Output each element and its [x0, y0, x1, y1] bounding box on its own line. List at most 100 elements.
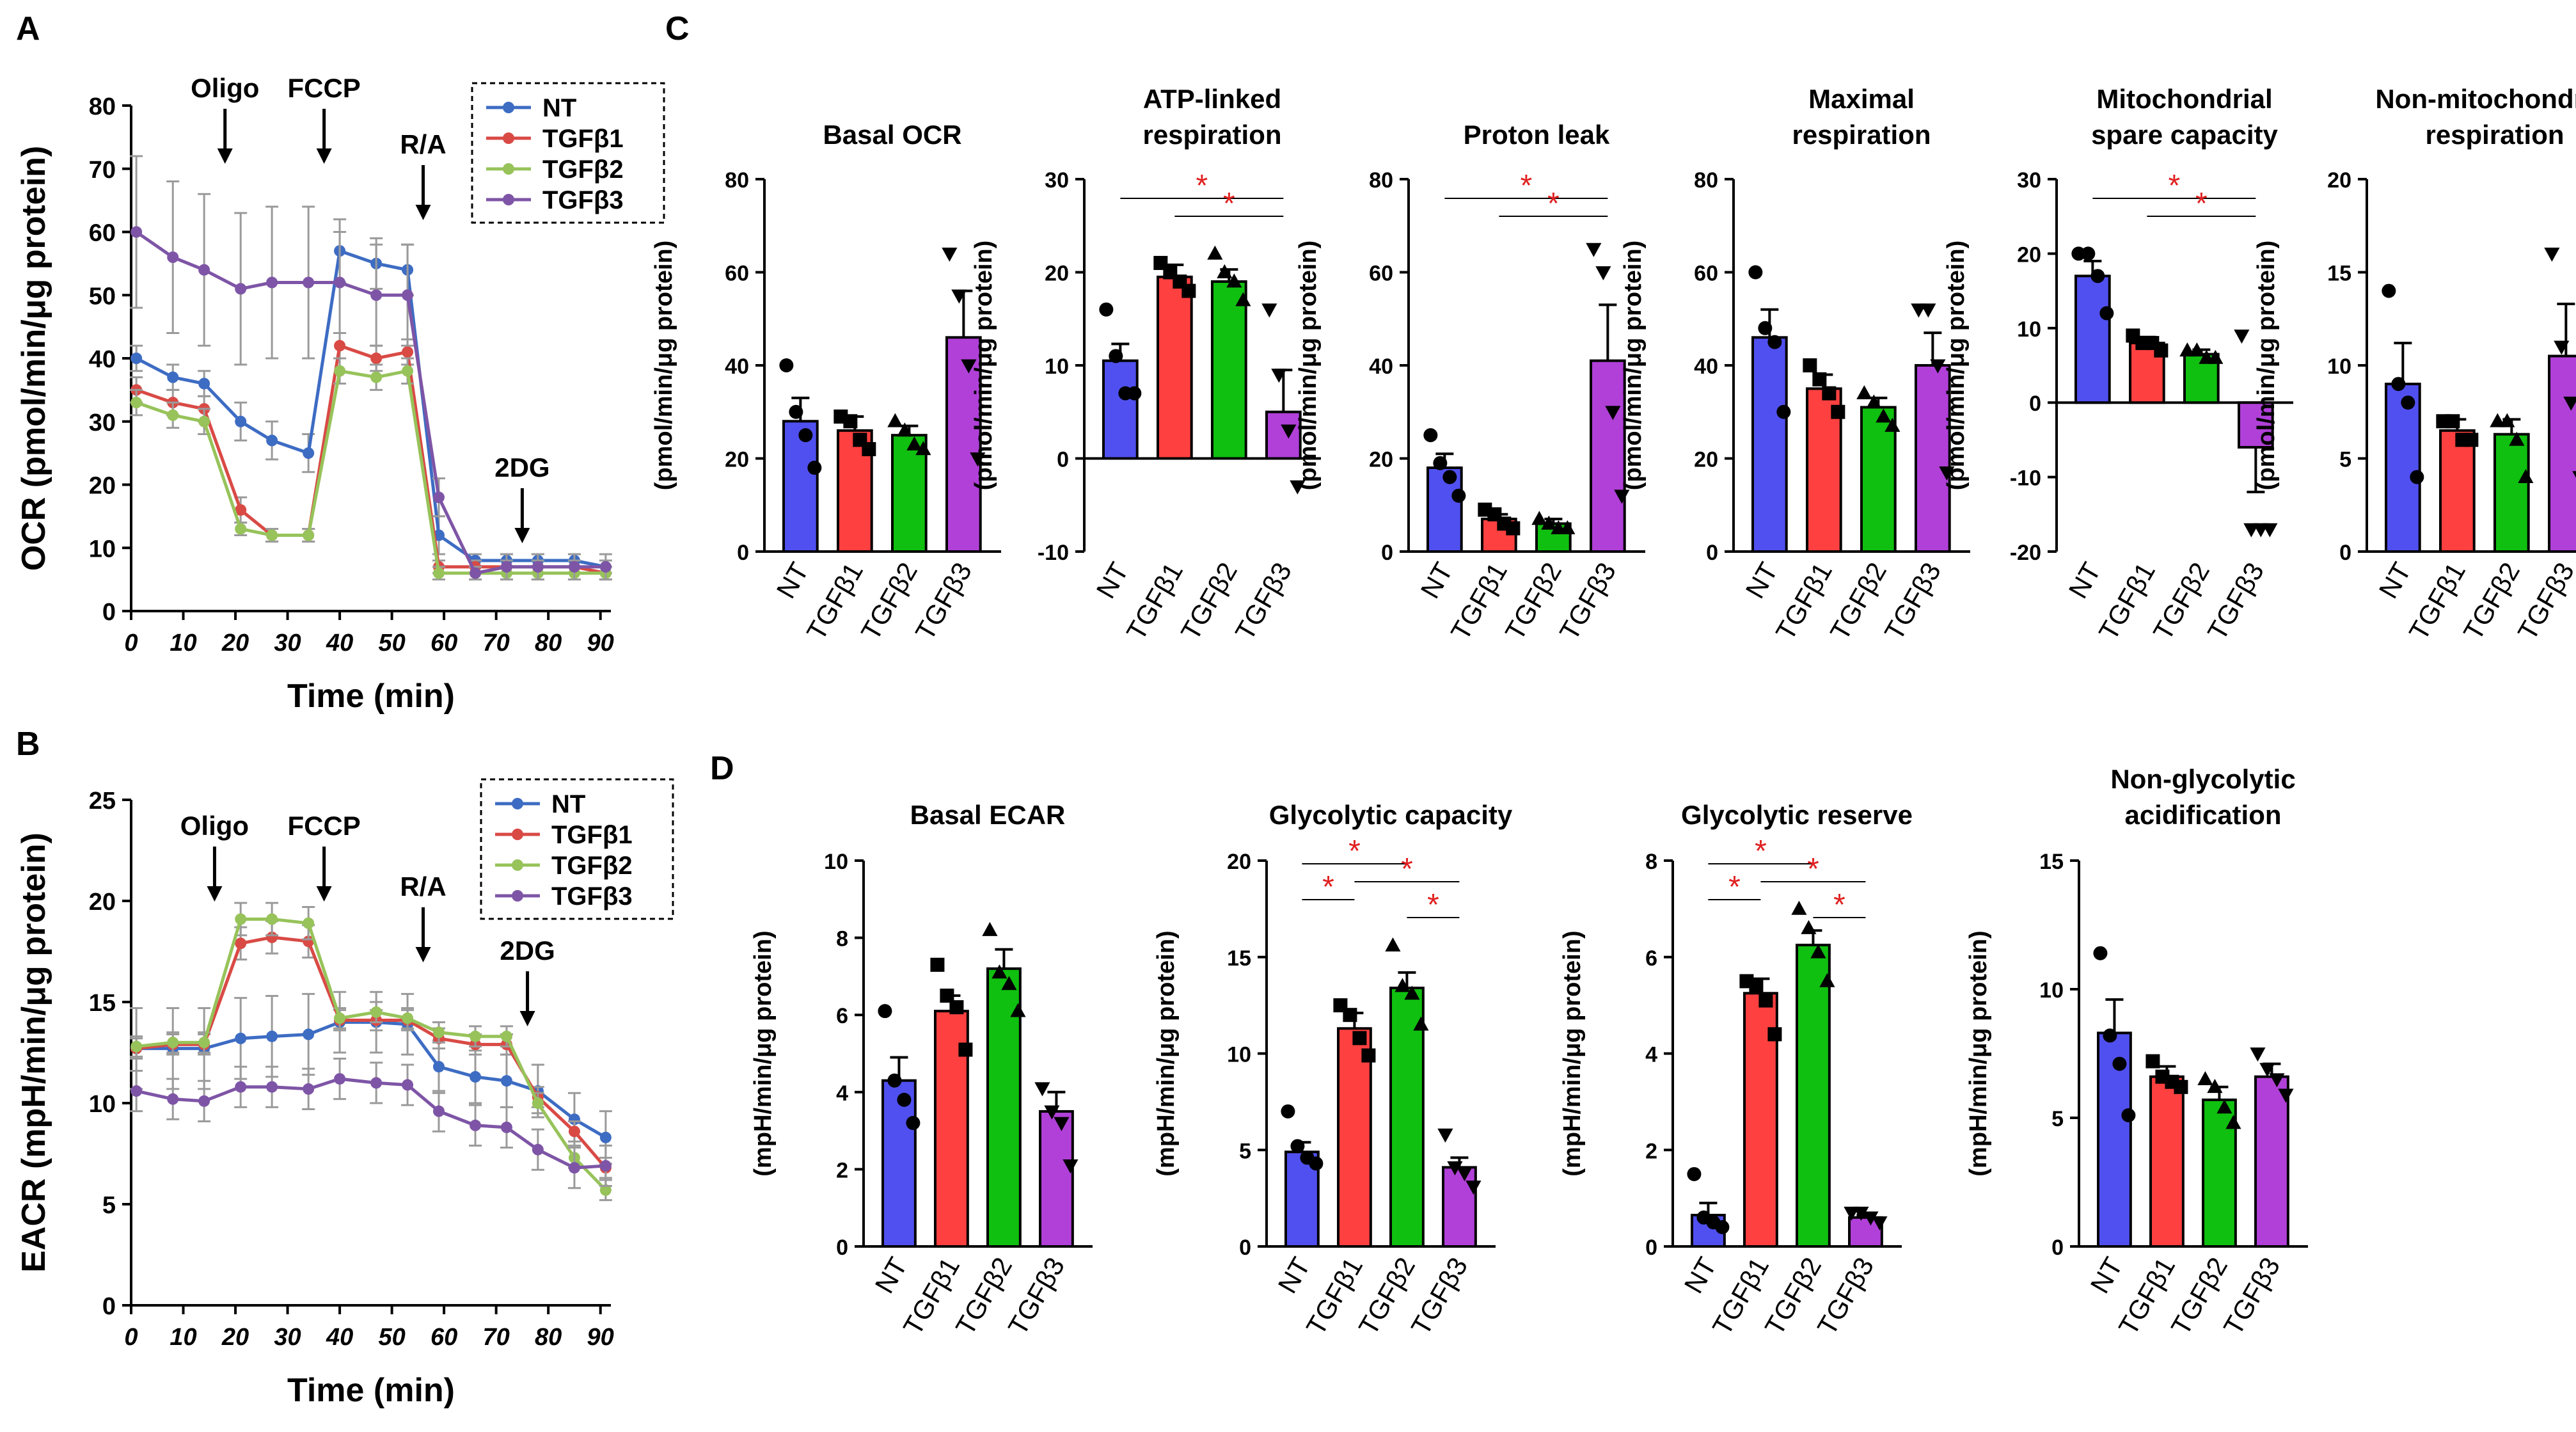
series-line [135, 230, 606, 575]
significance-star: * [1348, 834, 1361, 868]
data-point [1767, 1027, 1782, 1042]
panel-label-A: A [16, 10, 40, 47]
data-point [198, 415, 210, 427]
y-tick-label: 5 [2051, 1107, 2064, 1131]
data-point [1451, 488, 1466, 503]
data-point [1395, 978, 1410, 992]
data-point [1181, 283, 1196, 298]
data-point [961, 359, 977, 374]
data-point [235, 523, 247, 535]
chart-title: Glycolytic reserve [1681, 800, 1913, 830]
data-point [1595, 266, 1611, 281]
bar-chart-5: Maximal respiration 0 20 40 60 80 (pmol/min/μg … [1620, 84, 1970, 645]
bar-TGFβ3 [2548, 354, 2576, 553]
data-point [1437, 1128, 1453, 1143]
data-point [303, 276, 315, 289]
data-point [1758, 321, 1773, 335]
legend-swatch-dot [503, 102, 514, 113]
y-tick-label: 40 [1369, 354, 1393, 379]
y-tick-label: 15 [1227, 946, 1251, 971]
chart-title: Non-mitochondrial [2375, 84, 2576, 114]
data-point [130, 1085, 143, 1097]
category-label: NT [1090, 557, 1134, 603]
data-point [532, 561, 544, 573]
data-point [807, 461, 822, 475]
y-tick-label: 20 [89, 473, 116, 500]
data-point [1034, 1082, 1050, 1097]
data-point [1010, 1003, 1026, 1017]
data-point [2250, 1047, 2266, 1062]
y-axis-title: (pmol/min/μg protein) [2253, 241, 2280, 491]
data-point [370, 353, 383, 364]
y-tick-label: 10 [1227, 1043, 1251, 1067]
arrow-head [415, 947, 431, 962]
x-tick-label: 70 [483, 630, 510, 656]
x-tick-label: 80 [535, 630, 562, 656]
data-point [198, 378, 210, 390]
data-point [862, 442, 876, 456]
x-axis-title: Time (min) [287, 678, 455, 715]
legend-entry: TGFβ2 [551, 852, 633, 880]
data-point [334, 1012, 346, 1024]
y-tick-label: 0 [1706, 541, 1718, 565]
significance-star: * [1755, 834, 1767, 868]
data-point [500, 1121, 512, 1133]
chart-title: Glycolytic capacity [1269, 800, 1513, 830]
data-point [1863, 1211, 1879, 1226]
data-point [2174, 1079, 2188, 1094]
data-point [1063, 1159, 1079, 1174]
data-point [1791, 900, 1807, 915]
significance-star: * [1807, 852, 1819, 886]
y-tick-label: 20 [1694, 448, 1718, 472]
legend-entry: TGFβ3 [542, 186, 624, 214]
bar-TGFβ3 [1590, 359, 1626, 553]
data-point [1885, 417, 1900, 432]
chart-title: respiration [1792, 120, 1931, 150]
data-point [1207, 245, 1223, 260]
annotation-oligo: Oligo [180, 811, 249, 841]
data-point [266, 434, 278, 447]
data-point [235, 937, 247, 950]
x-tick-label: 20 [221, 630, 249, 656]
data-point [1801, 919, 1817, 934]
data-point [992, 964, 1007, 979]
data-point [167, 1037, 179, 1049]
bar-TGFβ3 [1442, 1166, 1477, 1248]
y-tick-label: 0 [1645, 1236, 1657, 1260]
data-point [789, 404, 803, 419]
data-point [1127, 386, 1142, 401]
significance-star: * [1223, 187, 1235, 221]
significance-star: * [2169, 169, 2181, 203]
data-point [402, 346, 414, 358]
data-point [2189, 342, 2205, 357]
arrow-head [519, 1011, 535, 1026]
chart-title: Mitochondrial [2096, 84, 2272, 114]
chart-title: Proton leak [1464, 120, 1610, 150]
line-chart-A: A 0 10 20 30 40 50 60 70 80 0 10 20 30 40 50 60 70 80 90 Tim… [15, 10, 665, 715]
data-point [2145, 1054, 2160, 1069]
data-point [2269, 1073, 2285, 1088]
y-tick-label: 20 [1045, 262, 1069, 286]
y-tick-label: 0 [2029, 392, 2041, 416]
data-point [1812, 372, 1827, 386]
data-point [167, 1093, 179, 1105]
annotation-fccp: FCCP [287, 811, 360, 841]
chart-title: acidification [2124, 800, 2281, 830]
data-point [1281, 424, 1297, 439]
data-point [906, 436, 922, 451]
y-tick-label: 30 [1045, 168, 1069, 193]
y-tick-label: 80 [89, 93, 116, 120]
data-point [1352, 1031, 1367, 1046]
legend-entry: TGFβ1 [542, 125, 624, 153]
x-tick-label: 70 [483, 1324, 510, 1351]
data-point [897, 422, 913, 437]
y-axis-title: OCR (pmol/min/μg protein) [15, 146, 52, 571]
y-tick-label: 0 [102, 1293, 116, 1320]
data-point [2234, 330, 2250, 344]
data-point [1748, 265, 1763, 280]
data-point [402, 1012, 414, 1024]
data-point [235, 1032, 247, 1044]
arrow-head [514, 528, 530, 543]
